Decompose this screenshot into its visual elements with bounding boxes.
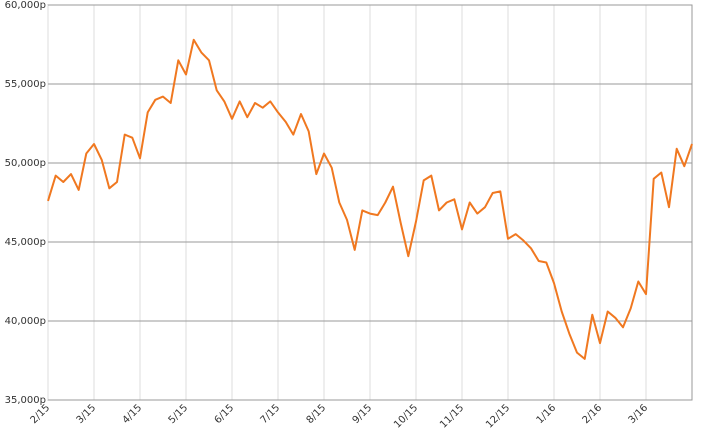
x-tick-label: 1/16 [535, 402, 559, 426]
x-tick-label: 2/15 [29, 402, 53, 426]
x-tick-label: 3/15 [75, 402, 99, 426]
x-tick-label: 6/15 [213, 402, 237, 426]
x-tick-label: 5/15 [167, 402, 191, 426]
x-tick-label: 8/15 [305, 402, 329, 426]
y-tick-label: 60,000p [5, 0, 46, 11]
y-tick-label: 45,000p [5, 237, 46, 248]
y-tick-label: 35,000p [5, 395, 46, 406]
x-tick-label: 3/16 [627, 402, 651, 426]
x-tick-label: 9/15 [351, 402, 375, 426]
x-tick-label: 10/15 [392, 402, 420, 430]
x-tick-label: 2/16 [581, 402, 605, 426]
y-tick-label: 40,000p [5, 316, 46, 327]
x-tick-label: 12/15 [484, 402, 512, 430]
price-line [47, 38, 693, 360]
y-tick-label: 50,000p [5, 158, 46, 169]
y-tick-label: 55,000p [5, 79, 46, 90]
x-tick-label: 11/15 [438, 402, 466, 430]
x-tick-label: 4/15 [121, 402, 145, 426]
x-tick-label: 7/15 [259, 402, 283, 426]
